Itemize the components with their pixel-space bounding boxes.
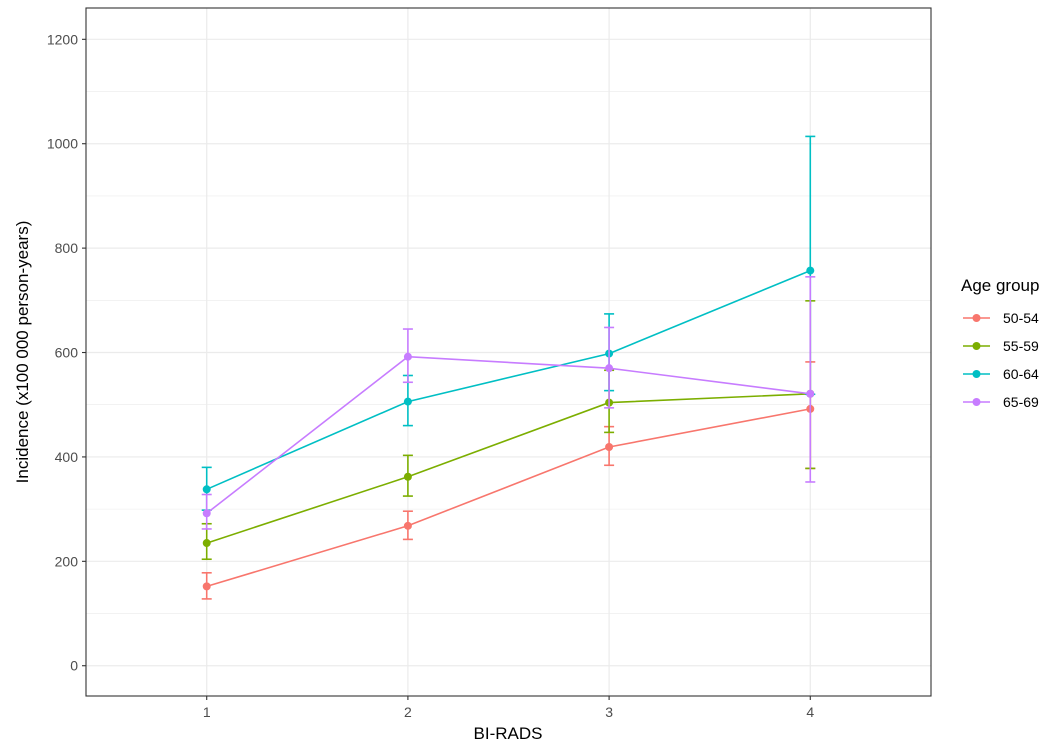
data-point: [605, 443, 614, 452]
x-tick-label: 4: [806, 704, 814, 720]
series-line: [206, 269, 811, 491]
x-tick-label: 2: [404, 704, 412, 720]
y-tick-label: 400: [55, 449, 79, 465]
data-point: [806, 266, 815, 275]
y-tick-label: 0: [70, 658, 78, 674]
legend-key-point: [972, 398, 981, 406]
y-tick-label: 1000: [47, 136, 78, 152]
legend-label: 55-59: [1003, 338, 1039, 354]
y-tick-label: 600: [55, 345, 79, 361]
legend-item-65-69: 65-69: [963, 394, 1039, 410]
x-tick-label: 3: [605, 704, 613, 720]
data-point: [403, 472, 412, 481]
series-line: [206, 393, 811, 544]
legend-label: 50-54: [1003, 310, 1039, 326]
x-axis-title: BI-RADS: [474, 724, 543, 743]
legend-key-point: [972, 342, 981, 350]
x-tick-label: 1: [203, 704, 211, 720]
legend-key-point: [972, 370, 981, 378]
data-point: [202, 582, 211, 591]
data-point: [403, 397, 412, 406]
data-point: [403, 521, 412, 530]
data-point: [806, 389, 815, 398]
data-point: [202, 509, 211, 518]
legend-label: 60-64: [1003, 366, 1039, 382]
y-axis-title: Incidence (x100 000 person-years): [13, 221, 32, 484]
legend: Age group 50-54 55-59 60-64 65-69: [961, 276, 1039, 410]
series-line: [206, 355, 811, 514]
data-point: [403, 352, 412, 361]
legend-item-60-64: 60-64: [963, 366, 1039, 382]
y-tick-label: 800: [55, 240, 79, 256]
legend-key-point: [972, 314, 981, 322]
legend-title: Age group: [961, 276, 1039, 295]
series-layer: [201, 135, 816, 600]
legend-item-55-59: 55-59: [963, 338, 1039, 354]
y-tick-label: 200: [55, 553, 79, 569]
series-65-69: [201, 276, 816, 530]
data-point: [605, 364, 614, 373]
legend-item-50-54: 50-54: [963, 310, 1039, 326]
y-tick-label: 1200: [47, 31, 78, 47]
data-point: [202, 539, 211, 548]
series-line: [206, 408, 811, 588]
data-point: [202, 485, 211, 494]
axes: 0 200 400 600 800 1000 1200 1 2 3 4: [47, 31, 815, 720]
legend-label: 65-69: [1003, 394, 1039, 410]
